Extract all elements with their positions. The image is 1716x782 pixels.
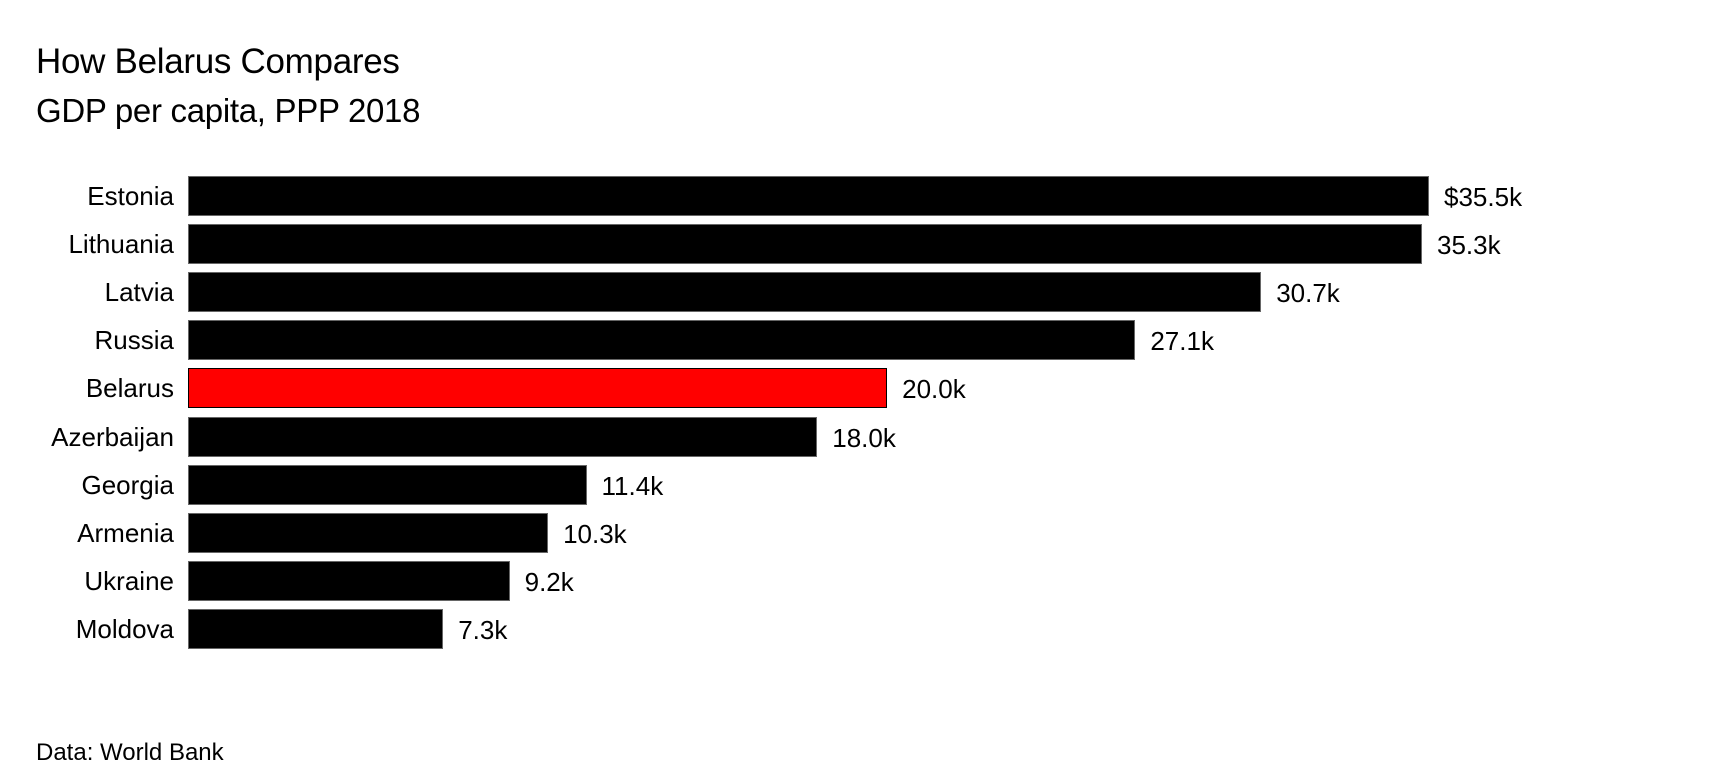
bar-row: Latvia 30.7k bbox=[0, 272, 1716, 313]
bar-row: Moldova 7.3k bbox=[0, 608, 1716, 649]
category-label: Azerbaijan bbox=[51, 421, 174, 452]
bar-row: Georgia 11.4k bbox=[0, 464, 1716, 505]
value-label: 27.1k bbox=[1150, 326, 1214, 357]
highlighted-bar bbox=[188, 368, 888, 409]
category-label: Moldova bbox=[75, 613, 174, 644]
value-label: $35.5k bbox=[1444, 182, 1523, 212]
bar bbox=[188, 224, 1422, 265]
bar-row: Russia 27.1k bbox=[0, 320, 1716, 361]
source-note: Data: World Bank bbox=[36, 739, 224, 766]
value-label: 9.2k bbox=[524, 566, 574, 597]
category-label: Lithuania bbox=[68, 229, 174, 260]
value-label: 10.3k bbox=[563, 518, 627, 549]
category-label: Latvia bbox=[104, 277, 174, 308]
category-label: Belarus bbox=[85, 373, 174, 404]
bar bbox=[188, 464, 587, 505]
bar-row: Lithuania 35.3k bbox=[0, 224, 1716, 265]
category-label: Ukraine bbox=[84, 565, 174, 596]
bar bbox=[188, 560, 510, 601]
bar bbox=[188, 416, 818, 457]
bar bbox=[188, 272, 1262, 313]
bar-row: Azerbaijan 18.0k bbox=[0, 416, 1716, 457]
category-label: Armenia bbox=[77, 517, 174, 548]
bar bbox=[188, 320, 1136, 361]
value-label: 20.0k bbox=[902, 374, 966, 405]
bar bbox=[188, 176, 1429, 216]
chart-title: How Belarus Compares bbox=[36, 42, 400, 81]
bar-row: Belarus 20.0k bbox=[0, 368, 1716, 409]
category-label: Estonia bbox=[87, 181, 174, 211]
category-label: Georgia bbox=[81, 469, 175, 500]
value-label: 18.0k bbox=[832, 422, 896, 453]
bar-row: Ukraine 9.2k bbox=[0, 560, 1716, 601]
chart-subtitle: GDP per capita, PPP 2018 bbox=[36, 92, 421, 129]
value-label: 7.3k bbox=[458, 614, 508, 645]
category-label: Russia bbox=[94, 325, 174, 356]
value-label: 30.7k bbox=[1276, 278, 1340, 309]
value-label: 11.4k bbox=[601, 470, 664, 501]
bar-row: Armenia 10.3k bbox=[0, 512, 1716, 553]
bar bbox=[188, 608, 444, 649]
bar bbox=[188, 512, 549, 553]
value-label: 35.3k bbox=[1437, 230, 1501, 261]
bar-row: Estonia $35.5k bbox=[0, 176, 1716, 216]
